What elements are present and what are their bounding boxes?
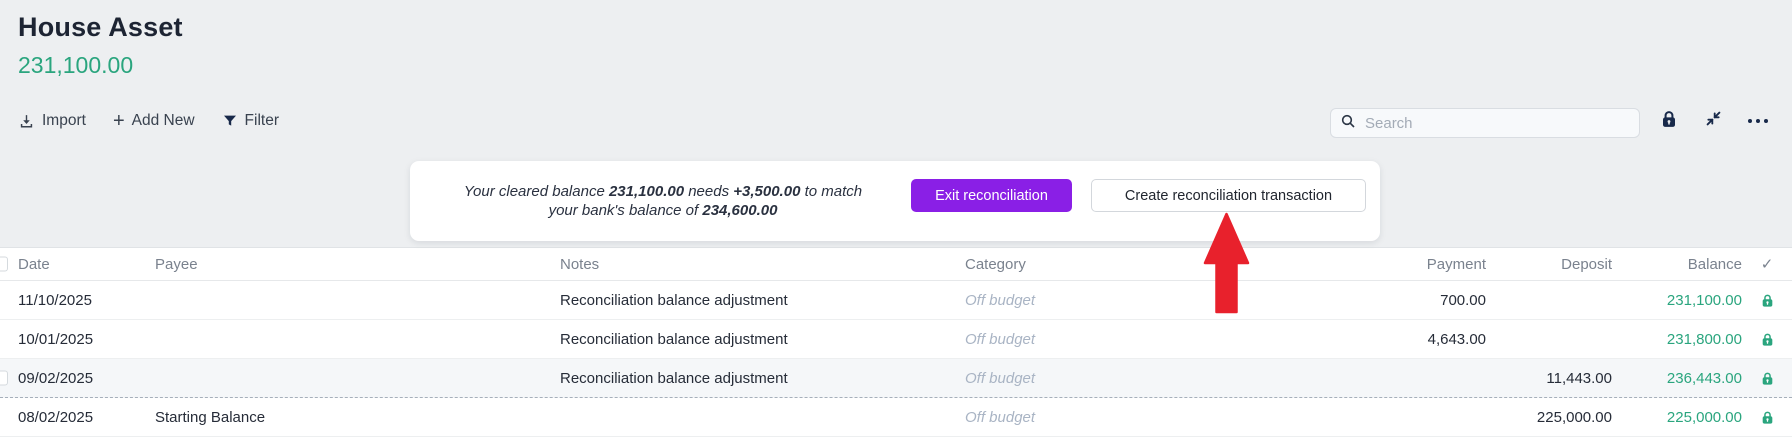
- column-header-payee[interactable]: Payee: [155, 255, 198, 273]
- cell-category[interactable]: Off budget: [965, 330, 1036, 348]
- banner-text: Your cleared balance: [463, 183, 609, 200]
- search-box[interactable]: [1330, 108, 1640, 138]
- plus-icon: +: [112, 109, 125, 132]
- cell-cleared[interactable]: [1742, 410, 1792, 425]
- cell-balance: 236,443.00: [1666, 369, 1742, 387]
- reconcile-lock-button[interactable]: [1656, 108, 1682, 134]
- arrows-inward-icon: [1704, 109, 1723, 133]
- cell-deposit[interactable]: 11,443.00: [1546, 369, 1612, 387]
- lock-icon: [1762, 372, 1772, 385]
- cell-cleared[interactable]: [1742, 371, 1792, 386]
- banner-text: to match: [800, 183, 863, 200]
- banner-text: your bank's balance of: [548, 202, 703, 219]
- page-title: House Asset: [18, 12, 183, 42]
- exit-reconciliation-button[interactable]: Exit reconciliation: [911, 179, 1072, 212]
- cell-notes[interactable]: Reconciliation balance adjustment: [560, 330, 788, 348]
- column-header-payment[interactable]: Payment: [1426, 255, 1486, 273]
- cell-date[interactable]: 08/02/2025: [18, 408, 94, 426]
- lock-icon: [1762, 294, 1772, 307]
- table-row[interactable]: 08/02/2025 Starting Balance Off budget 225,…: [0, 398, 1792, 437]
- column-header-deposit[interactable]: Deposit: [1561, 255, 1612, 273]
- cell-date[interactable]: 10/01/2025: [18, 330, 94, 348]
- cell-date[interactable]: 11/10/2025: [18, 291, 92, 309]
- table-header-row: Date Payee Notes Category Payment Deposi…: [0, 247, 1792, 281]
- reconciliation-banner: Your cleared balance 231,100.00 needs +3…: [410, 161, 1380, 241]
- funnel-icon: [222, 113, 238, 129]
- lock-icon: [1762, 333, 1772, 346]
- import-button[interactable]: Import: [18, 112, 86, 130]
- table-row[interactable]: 10/01/2025 Reconciliation balance adjustm…: [0, 320, 1792, 359]
- cell-notes[interactable]: Reconciliation balance adjustment: [560, 369, 788, 387]
- select-all-checkbox[interactable]: [0, 256, 8, 272]
- table-row[interactable]: 09/02/2025 Reconciliation balance adjustm…: [0, 359, 1792, 398]
- table-row[interactable]: 11/10/2025 Reconciliation balance adjustm…: [0, 281, 1792, 320]
- cell-cleared[interactable]: [1742, 332, 1792, 347]
- needed-amount: +3,500.00: [733, 183, 801, 200]
- lock-icon: [1762, 411, 1772, 424]
- row-checkbox[interactable]: [0, 370, 8, 386]
- cell-deposit[interactable]: 225,000.00: [1536, 408, 1612, 426]
- cell-category[interactable]: Off budget: [965, 408, 1036, 426]
- transactions-body: 11/10/2025 Reconciliation balance adjustm…: [0, 281, 1792, 437]
- cell-payee[interactable]: Starting Balance: [155, 408, 266, 426]
- banner-text: needs: [684, 183, 734, 200]
- create-reconciliation-transaction-button[interactable]: Create reconciliation transaction: [1091, 179, 1366, 212]
- red-arrow-up-icon: [1203, 212, 1250, 314]
- cell-balance: 231,100.00: [1666, 291, 1742, 309]
- column-header-notes[interactable]: Notes: [560, 255, 600, 273]
- column-header-balance[interactable]: Balance: [1687, 255, 1742, 273]
- cell-category[interactable]: Off budget: [965, 369, 1036, 387]
- cell-notes[interactable]: Reconciliation balance adjustment: [560, 291, 788, 309]
- search-input[interactable]: [1363, 113, 1630, 133]
- cell-cleared[interactable]: [1742, 293, 1792, 308]
- download-tray-icon: [18, 113, 35, 130]
- transactions-table: Date Payee Notes Category Payment Deposi…: [0, 247, 1792, 437]
- filter-label: Filter: [244, 112, 279, 129]
- column-header-cleared[interactable]: ✓: [1742, 255, 1792, 273]
- cell-category[interactable]: Off budget: [965, 291, 1036, 309]
- cell-date[interactable]: 09/02/2025: [18, 369, 94, 387]
- add-new-label: Add New: [131, 112, 195, 129]
- cell-balance: 231,800.00: [1666, 330, 1742, 348]
- cell-payment[interactable]: 4,643.00: [1427, 330, 1486, 348]
- lock-icon: [1659, 109, 1679, 134]
- cell-balance: 225,000.00: [1666, 408, 1742, 426]
- account-balance: 231,100.00: [18, 52, 134, 78]
- bank-amount: 234,600.00: [702, 202, 778, 219]
- ellipsis-icon: [1748, 119, 1768, 123]
- toolbar: Import + Add New Filter: [18, 106, 279, 136]
- search-icon: [1340, 113, 1356, 134]
- checkmark-icon: ✓: [1760, 256, 1774, 273]
- collapse-transactions-button[interactable]: [1700, 108, 1726, 134]
- column-header-date[interactable]: Date: [18, 255, 50, 273]
- filter-button[interactable]: Filter: [222, 112, 279, 130]
- add-new-button[interactable]: + Add New: [112, 109, 195, 132]
- cleared-amount: 231,100.00: [608, 183, 685, 200]
- cell-payment[interactable]: 700.00: [1440, 291, 1486, 309]
- import-label: Import: [42, 112, 86, 129]
- column-header-category[interactable]: Category: [965, 255, 1026, 273]
- more-options-button[interactable]: [1745, 108, 1771, 134]
- reconciliation-message: Your cleared balance 231,100.00 needs +3…: [418, 161, 908, 241]
